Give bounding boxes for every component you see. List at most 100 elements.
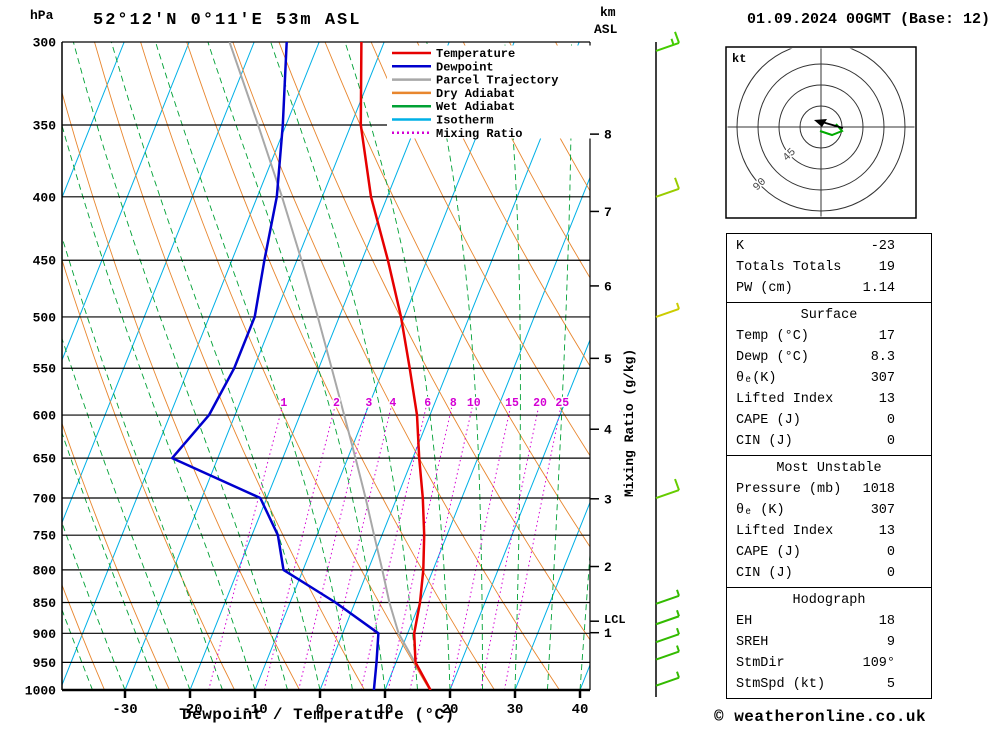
wet-adiabat-line <box>62 124 256 690</box>
stat-value: 13 <box>878 392 895 407</box>
pressure-tick-label: 800 <box>33 563 57 578</box>
km-axis-label: km <box>600 5 616 20</box>
mixing-ratio-value-label: 3 <box>365 397 372 410</box>
km-tick-label: 1 <box>604 626 612 641</box>
wet-adiabat-line <box>62 521 126 690</box>
stat-label: Lifted Index <box>736 392 834 407</box>
temp-tick-label: 40 <box>572 702 589 718</box>
stat-value: 0 <box>886 434 895 449</box>
mixing-ratio-line <box>208 407 283 690</box>
isotherm-line <box>514 501 590 690</box>
wet-adiabat-line <box>62 608 93 690</box>
legend-label-parcel-trajectory: Parcel Trajectory <box>436 74 558 88</box>
wind-barb <box>655 609 680 626</box>
wind-barb-half-feather <box>670 38 675 46</box>
pressure-tick-label: 900 <box>33 627 57 642</box>
stat-value: 17 <box>878 329 895 344</box>
asl-axis-label: ASL <box>594 22 618 37</box>
wet-adiabat-line <box>547 42 572 690</box>
pressure-tick-label: 700 <box>33 492 57 507</box>
wind-barb <box>655 302 680 318</box>
wind-barb-shaft <box>655 615 680 626</box>
stat-label: Lifted Index <box>736 524 834 539</box>
stat-row: Totals Totals 19 <box>727 257 931 278</box>
wind-barb-feather <box>674 478 680 491</box>
pressure-tick-label: 450 <box>33 254 57 269</box>
mixing-ratio-value-label: 8 <box>450 397 457 410</box>
hodograph-unit-label: kt <box>732 52 747 66</box>
wind-barb-feather <box>674 31 680 44</box>
stats-section-title: Most Unstable <box>776 461 882 476</box>
stat-row: CAPE (J) 0 <box>727 410 931 431</box>
wind-barb <box>655 627 680 644</box>
km-tick-label: 3 <box>604 492 612 507</box>
storm-motion-vector <box>821 121 844 129</box>
parcel-trajectory-curve <box>228 42 432 690</box>
wind-barb <box>655 671 680 687</box>
pressure-tick-label: 350 <box>33 118 57 133</box>
wind-barb-half-feather <box>676 302 680 310</box>
isotherm-line <box>384 176 590 690</box>
dewpoint-curve <box>170 42 380 690</box>
copyright-label: © weatheronline.co.uk <box>714 708 927 726</box>
stat-row: Lifted Index 13 <box>727 389 931 410</box>
stat-value: 0 <box>886 545 895 560</box>
stat-row: Lifted Index 13 <box>727 521 931 542</box>
pressure-tick-label: 400 <box>33 190 57 205</box>
stat-label: Totals Totals <box>736 260 842 275</box>
wind-barb-half-feather <box>676 671 680 678</box>
temp-tick-label: 0 <box>316 702 324 718</box>
stat-label: SREH <box>736 635 769 650</box>
isotherm-line <box>124 42 385 690</box>
wind-barb <box>655 31 680 52</box>
mixing-ratio-value-label: 25 <box>555 397 569 410</box>
wind-barb-half-feather <box>676 609 680 617</box>
isotherm-line <box>319 42 580 690</box>
mixing-ratio-value-label: 2 <box>333 397 340 410</box>
isotherm-line <box>62 42 190 362</box>
wet-adiabat-line <box>344 42 451 690</box>
stat-row: CIN (J) 0 <box>727 563 931 584</box>
stat-row: StmSpd (kt) 5 <box>727 674 931 695</box>
wind-barb-shaft <box>655 650 680 661</box>
km-tick-label: 6 <box>604 279 612 294</box>
stats-panel: K -23 Totals Totals 19 PW (cm) 1.14 Surface Tem… <box>726 233 932 699</box>
temp-tick-label: 10 <box>377 702 394 718</box>
wind-barb-shaft <box>655 489 680 499</box>
stat-value: 19 <box>878 260 895 275</box>
mixing-ratio-line <box>263 407 336 690</box>
pressure-tick-label: 300 <box>33 36 57 51</box>
stat-row: Temp (°C) 17 <box>727 326 931 347</box>
datetime-title: 01.09.2024 00GMT (Base: 12) <box>747 11 991 28</box>
stat-value: 307 <box>870 371 895 386</box>
profiles <box>170 42 432 690</box>
wet-adiabat-line <box>72 42 288 690</box>
stat-value: 0 <box>886 566 895 581</box>
stat-row: CAPE (J) 0 <box>727 542 931 563</box>
km-tick-label: 8 <box>604 128 612 143</box>
stat-value: 5 <box>886 677 895 692</box>
stat-label: θₑ (K) <box>736 503 785 518</box>
dry-adiabat-line <box>416 42 590 367</box>
temp-tick-label: -30 <box>112 702 137 718</box>
wind-barb <box>655 177 680 198</box>
temp-tick-label: -20 <box>177 702 202 718</box>
mixing-ratio-value-label: 10 <box>467 397 481 410</box>
wind-barb <box>655 589 680 605</box>
legend-label-isotherm: Isotherm <box>436 114 494 128</box>
pressure-tick-label: 500 <box>33 310 57 325</box>
wind-barb-shaft <box>655 676 680 687</box>
stat-label: Temp (°C) <box>736 329 809 344</box>
wind-barb-shaft <box>655 187 680 198</box>
wet-adiabat-line <box>155 42 353 690</box>
stat-label: θₑ(K) <box>736 371 777 386</box>
x-axis-title: Dewpoint / Temperature (°C) <box>182 706 455 724</box>
stat-label: CIN (J) <box>736 434 793 449</box>
stats-section: K -23 Totals Totals 19 PW (cm) 1.14 <box>727 234 931 302</box>
pressure-tick-label: 550 <box>33 362 57 377</box>
stat-row: PW (cm) 1.14 <box>727 278 931 299</box>
stat-value: 8.3 <box>870 350 895 365</box>
stat-label: EH <box>736 614 753 629</box>
km-tick-label: 7 <box>604 205 612 220</box>
